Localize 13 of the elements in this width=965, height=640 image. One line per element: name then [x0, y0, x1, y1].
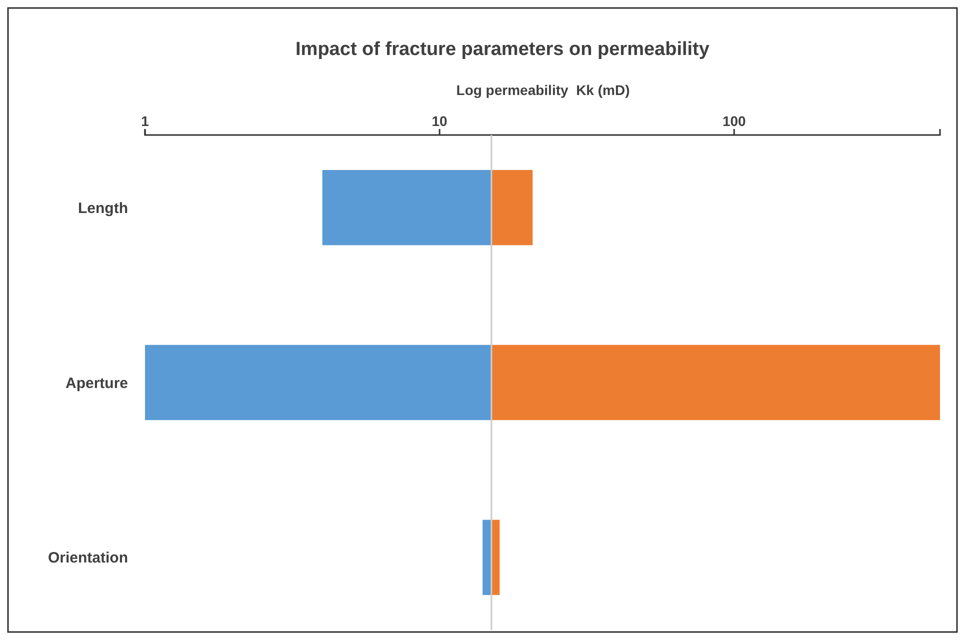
- bar: [491, 170, 533, 246]
- y-tick-label: Length: [78, 200, 128, 217]
- x-axis-title: Log permeability Kk (mD): [456, 82, 630, 98]
- bar: [145, 344, 492, 420]
- chart-title: Impact of fracture parameters on permeability: [296, 39, 710, 60]
- y-tick-label: Aperture: [65, 374, 128, 392]
- x-tick-label: 10: [432, 113, 448, 129]
- x-tick-label: 100: [722, 113, 746, 129]
- y-tick-label: Orientation: [48, 550, 128, 567]
- bar: [491, 344, 940, 420]
- x-tick-label: 1: [141, 113, 150, 129]
- bar: [322, 170, 492, 246]
- bar: [491, 520, 500, 596]
